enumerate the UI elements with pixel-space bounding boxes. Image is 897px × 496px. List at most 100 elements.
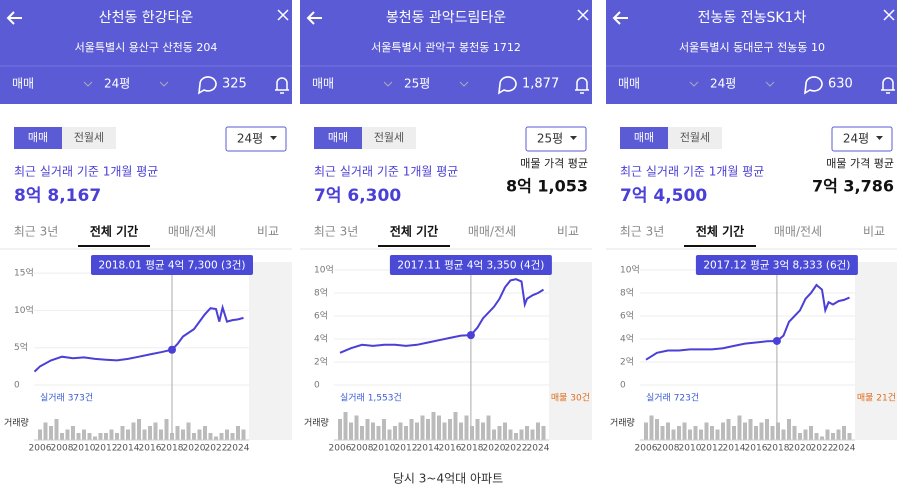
address: 서울특별시 관악구 봉천동 1712 — [371, 40, 521, 54]
tab-label[interactable]: 전월세 — [680, 131, 710, 144]
volume-bar — [721, 422, 725, 440]
chevron — [459, 81, 469, 87]
volume-bar — [842, 426, 846, 440]
close-button[interactable] — [277, 9, 289, 21]
volume-bar — [765, 419, 769, 440]
volume-bar — [787, 419, 791, 440]
volume-bar — [197, 429, 202, 440]
deal-select[interactable]: 매매 — [618, 77, 640, 91]
period-tab[interactable]: 매매/전세 — [468, 225, 516, 239]
period-tab[interactable]: 전체 기간 — [390, 224, 438, 239]
volume-bar — [382, 419, 386, 440]
volume-bar — [181, 429, 185, 440]
period-tab[interactable]: 최근 3년 — [14, 225, 59, 239]
deal-select[interactable]: 매매 — [12, 77, 34, 91]
y-tick-label: 0 — [14, 381, 20, 391]
volume-bar — [820, 436, 824, 440]
volume-bar — [519, 429, 524, 440]
period-tab[interactable]: 매매/전세 — [168, 225, 216, 239]
x-tick-label: 2008 — [51, 444, 74, 454]
size-dropdown[interactable] — [525, 126, 587, 152]
x-tick-label: 2020 — [789, 444, 812, 454]
deal-select[interactable]: 매매 — [312, 77, 334, 91]
period-tab[interactable]: 최근 3년 — [620, 225, 665, 239]
volume-bar — [208, 433, 213, 440]
y-tick-label: 8억 — [620, 287, 634, 299]
volume-bar — [230, 433, 235, 440]
size-dropdown-label: 24평 — [843, 132, 869, 146]
tab-label[interactable]: 매매 — [634, 131, 654, 144]
tooltip-text: 2017.12 평균 3억 8,333 (6건) — [703, 260, 850, 272]
volume-bar — [743, 422, 747, 440]
listing-label: 매물 가격 평균 — [520, 157, 588, 170]
period-tab[interactable]: 비교 — [257, 225, 279, 239]
volume-bar — [360, 426, 364, 440]
avg-label: 최근 실거래 기준 1개월 평균 — [314, 165, 458, 179]
period-tab[interactable]: 전체 기간 — [696, 224, 744, 239]
avg-value: 8억 8,167 — [14, 186, 101, 206]
x-tick-label: 2008 — [351, 444, 374, 454]
back-button[interactable] — [6, 11, 22, 25]
period-tab[interactable]: 비교 — [863, 225, 885, 239]
comment-icon — [804, 76, 823, 95]
tooltip — [91, 255, 253, 275]
volume-bar — [649, 415, 654, 440]
close-button[interactable] — [883, 9, 895, 21]
size-select[interactable]: 25평 — [404, 77, 430, 91]
tab-label[interactable]: 매매 — [328, 131, 348, 144]
volume-label: 실거래 1,553건 — [340, 393, 402, 404]
size-dropdown[interactable] — [831, 126, 893, 152]
period-tab[interactable]: 최근 3년 — [314, 225, 359, 239]
chevron — [383, 81, 393, 87]
volume-bar — [497, 426, 502, 440]
volume-bar — [732, 426, 736, 440]
size-dropdown[interactable] — [225, 126, 287, 152]
period-tab[interactable]: 전체 기간 — [90, 224, 138, 239]
bell-icon[interactable] — [881, 77, 895, 94]
tab-label[interactable]: 전월세 — [374, 131, 404, 144]
period-tab[interactable]: 비교 — [557, 225, 579, 239]
x-tick-label: 2018 — [461, 444, 484, 454]
volume-bar — [148, 426, 152, 440]
volume-bar — [699, 429, 703, 440]
x-tick-label: 2024 — [833, 444, 856, 454]
comment-count[interactable]: 1,877 — [522, 77, 559, 92]
y-tick-label: 0 — [314, 381, 320, 391]
size-select[interactable]: 24평 — [710, 77, 736, 91]
volume-bar — [354, 415, 359, 440]
volume-bar — [203, 426, 207, 440]
volume-bar — [142, 429, 147, 440]
volume-bar — [76, 433, 81, 440]
volume-bar — [38, 429, 42, 440]
period-underline — [378, 245, 450, 247]
tooltip-text: 2018.01 평균 4억 7,300 (3건) — [98, 260, 245, 272]
tab — [62, 127, 116, 149]
bell-icon[interactable] — [275, 77, 289, 94]
header — [0, 0, 292, 104]
volume-label: 실거래 373건 — [40, 393, 93, 404]
volume-bar — [82, 429, 86, 440]
volume-bar — [65, 429, 70, 440]
volume-bar — [486, 415, 491, 440]
bell-icon[interactable] — [575, 77, 589, 94]
back-button[interactable] — [306, 11, 322, 25]
volume-bar — [175, 426, 180, 440]
volume-bar — [693, 426, 698, 440]
y-tick-label: 10억 — [14, 304, 34, 316]
address: 서울특별시 용산구 산천동 204 — [75, 40, 218, 54]
volume-bar — [481, 422, 485, 440]
size-select[interactable]: 24평 — [104, 77, 130, 91]
marker-point — [772, 336, 781, 345]
tab-label[interactable]: 매매 — [28, 131, 48, 144]
period-tab[interactable]: 매매/전세 — [774, 225, 822, 239]
x-tick-label: 2020 — [183, 444, 206, 454]
back-button[interactable] — [612, 11, 628, 25]
volume-bar — [536, 422, 540, 440]
close-button[interactable] — [577, 9, 589, 21]
y-tick-label: 8억 — [314, 287, 328, 299]
comment-count[interactable]: 325 — [222, 77, 247, 92]
comment-count[interactable]: 630 — [828, 77, 853, 92]
volume-bar — [671, 429, 676, 440]
tab-label[interactable]: 전월세 — [74, 131, 104, 144]
volume-bar — [814, 433, 819, 440]
